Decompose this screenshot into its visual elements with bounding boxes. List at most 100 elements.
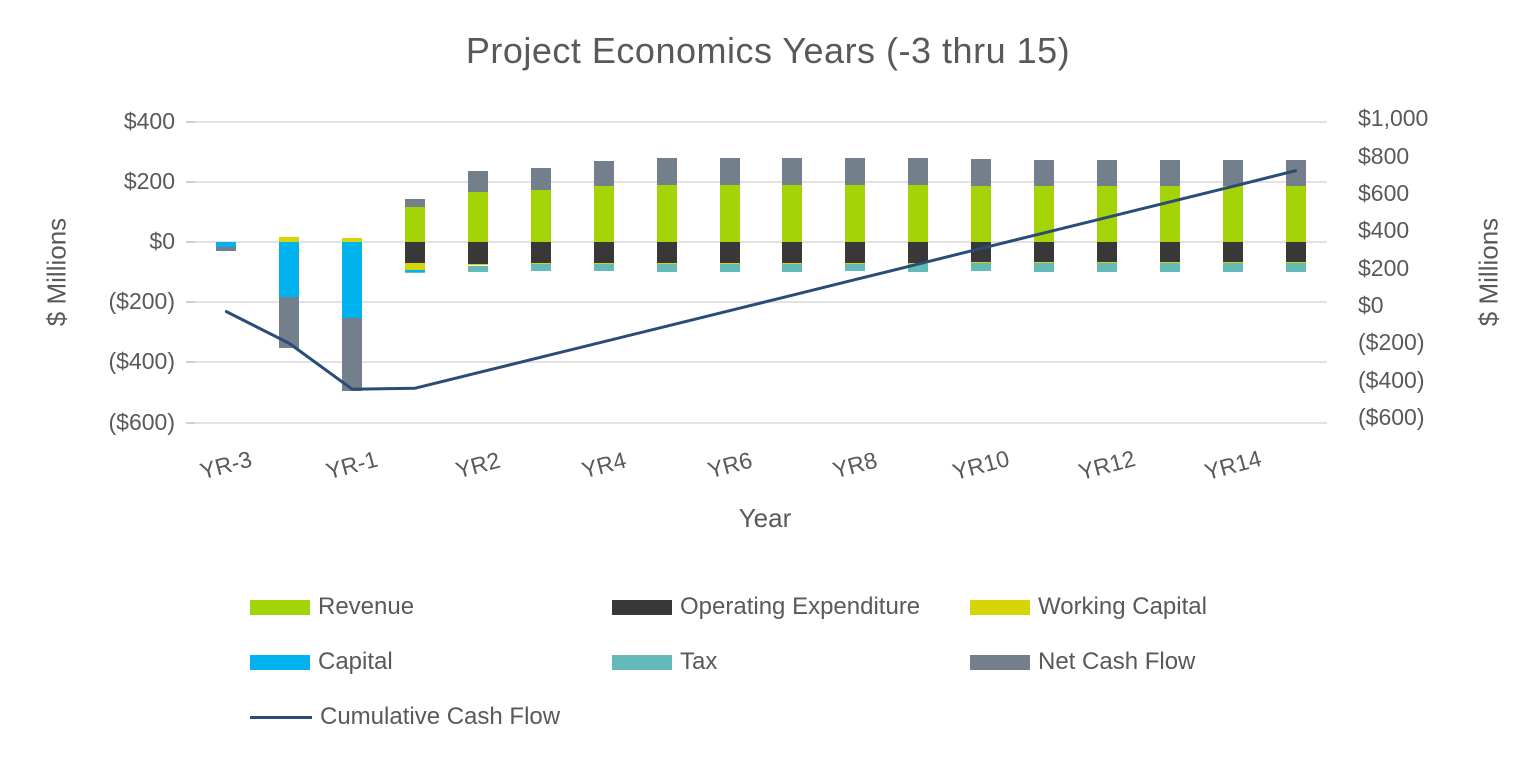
left-axis-title: $ Millions (41, 217, 72, 327)
gridline (195, 361, 1327, 364)
bar-segment-tax (530, 264, 551, 272)
bar-segment-capital (279, 242, 300, 298)
bar-segment-tax (1034, 262, 1054, 272)
bar-segment-operating-expenditure (782, 242, 803, 264)
gridline (195, 180, 1327, 183)
bar-segment-net-cash-flow (530, 168, 551, 191)
right-axis-tick-label: ($600) (1358, 404, 1425, 431)
bar-segment-revenue (845, 185, 866, 242)
legend-color-swatch (970, 654, 1030, 670)
gridline (195, 120, 1327, 123)
right-axis-tick-label: $1,000 (1358, 105, 1429, 132)
bar-segment-tax (1159, 262, 1180, 272)
left-axis-tick-mark (186, 241, 195, 243)
left-axis-tick-mark (186, 120, 195, 123)
left-axis-tick-mark (186, 180, 195, 183)
x-axis-tick-label: YR10 (949, 445, 1013, 486)
bar-segment-net-cash-flow (593, 160, 614, 187)
bar-segment-operating-expenditure (468, 242, 488, 265)
x-axis-tick-label: YR4 (578, 446, 629, 484)
bar-segment-operating-expenditure (1222, 242, 1243, 262)
bar-segment-tax (1222, 262, 1243, 272)
bar-segment-tax (719, 264, 740, 272)
left-axis-tick-mark (186, 301, 195, 304)
bar-segment-revenue (719, 185, 740, 242)
legend-label: Cumulative Cash Flow (320, 703, 561, 730)
left-axis-tick-label: ($600) (108, 408, 175, 435)
legend-item-tax: Tax (612, 648, 718, 675)
gridline (195, 301, 1327, 304)
bar-segment-net-cash-flow (782, 158, 803, 186)
right-axis-tick-label: $200 (1358, 254, 1410, 281)
right-axis-tick-label: $800 (1358, 142, 1410, 169)
legend-color-swatch (970, 599, 1030, 615)
bar-segment-net-cash-flow (1096, 160, 1117, 187)
bar-segment-revenue (971, 185, 992, 242)
bar-segment-net-cash-flow (971, 159, 992, 186)
x-axis-tick-label: YR6 (704, 446, 755, 484)
bar-segment-operating-expenditure (656, 242, 677, 264)
left-axis-tick-label: ($400) (108, 348, 175, 375)
legend-label: Net Cash Flow (1038, 648, 1196, 675)
bar-segment-revenue (1159, 186, 1180, 242)
bar-segment-capital (342, 242, 363, 319)
right-axis-tick-label: ($400) (1358, 366, 1425, 393)
legend-item-operating-expenditure: Operating Expenditure (612, 593, 920, 620)
bar-segment-tax (782, 264, 803, 272)
bar-segment-operating-expenditure (1285, 242, 1306, 262)
bar-segment-revenue (468, 192, 488, 242)
x-axis-tick-label: YR-1 (323, 445, 381, 485)
legend-label: Working Capital (1038, 593, 1207, 620)
x-axis-title: Year (738, 503, 792, 533)
legend-item-cumulative-cash-flow: Cumulative Cash Flow (250, 703, 561, 730)
right-axis-tick-label: $0 (1358, 292, 1384, 318)
bar-segment-operating-expenditure (405, 242, 426, 263)
bar-segment-tax (845, 263, 866, 272)
bar-segment-operating-expenditure (1159, 242, 1180, 262)
x-axis-tick-label: YR2 (452, 446, 503, 484)
bar-segment-net-cash-flow (279, 297, 300, 348)
bar-segment-net-cash-flow (908, 158, 929, 186)
bar-segment-net-cash-flow (1285, 160, 1306, 187)
bar-segment-net-cash-flow (1034, 160, 1054, 187)
bar-segment-working-capital (405, 262, 426, 271)
chart-title: Project Economics Years (-3 thru 15) (465, 30, 1071, 71)
bar-segment-net-cash-flow (845, 158, 866, 186)
x-axis-tick-label: YR-3 (197, 445, 255, 485)
bar-segment-operating-expenditure (845, 242, 866, 263)
gridline (195, 241, 1327, 243)
right-axis-title: $ Millions (1473, 217, 1504, 327)
legend-item-revenue: Revenue (250, 593, 414, 620)
right-axis-tick-label: $400 (1358, 217, 1410, 244)
bar-segment-operating-expenditure (1034, 242, 1054, 262)
bar-segment-operating-expenditure (530, 242, 551, 264)
x-axis-tick-label: YR14 (1201, 445, 1264, 486)
bar-segment-tax (468, 265, 488, 272)
bar-segment-tax (971, 262, 992, 272)
bar-segment-revenue (1096, 186, 1117, 242)
bar-segment-tax (908, 263, 929, 272)
bar-segment-revenue (1285, 186, 1306, 242)
bar-segment-revenue (782, 185, 803, 242)
right-axis-tick-label: $600 (1358, 179, 1410, 206)
bar-segment-operating-expenditure (719, 242, 740, 264)
bar-segment-operating-expenditure (593, 242, 614, 264)
left-axis-tick-label: $0 (149, 228, 175, 254)
gridline (195, 421, 1327, 424)
bar-segment-revenue (908, 185, 929, 242)
left-axis-tick-label: ($200) (108, 288, 175, 315)
x-axis-tick-label: YR8 (830, 446, 881, 484)
legend-label: Tax (680, 648, 718, 675)
bar-segment-tax (405, 272, 426, 274)
left-axis-tick-label: $400 (123, 107, 175, 134)
legend-label: Capital (318, 648, 393, 675)
legend-color-swatch (250, 654, 310, 670)
bar-segment-operating-expenditure (908, 242, 929, 263)
bar-segment-revenue (593, 186, 614, 242)
left-axis-tick-mark (186, 361, 195, 364)
legend-item-net-cash-flow: Net Cash Flow (970, 648, 1196, 675)
bar-segment-revenue (1222, 186, 1243, 242)
